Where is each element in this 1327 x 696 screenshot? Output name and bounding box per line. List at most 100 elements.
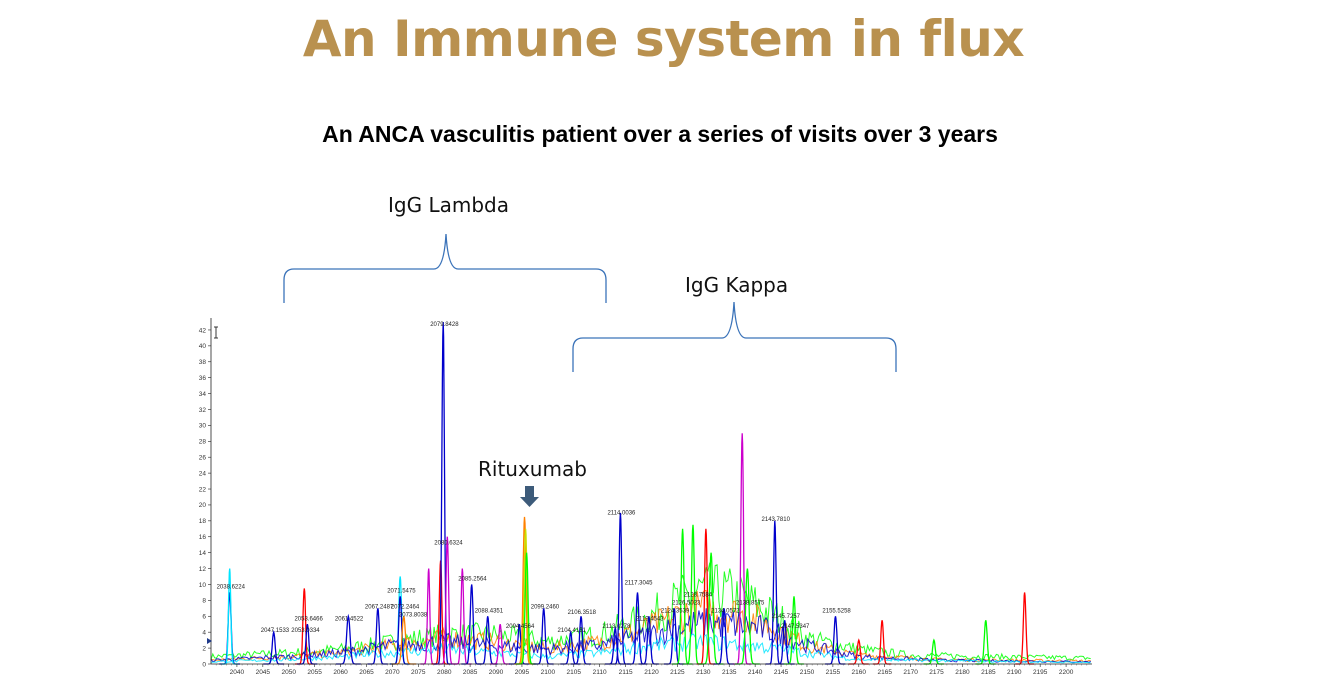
peak-label-2067-2487: 2067.2487 — [365, 604, 394, 610]
peak-37 — [765, 520, 785, 665]
y-tick-label-4: 4 — [202, 629, 206, 636]
x-tick-label-2065: 2065 — [359, 669, 374, 676]
peak-label-2114-0036: 2114.0036 — [607, 510, 636, 516]
x-tick-label-2195: 2195 — [1033, 669, 1048, 676]
y-tick-label-40: 40 — [199, 343, 207, 350]
y-tick-label-0: 0 — [202, 661, 206, 668]
peak-label-2073-8038: 2073.8038 — [399, 612, 428, 618]
x-tick-label-2190: 2190 — [1007, 669, 1022, 676]
y-tick-label-32: 32 — [199, 407, 207, 414]
y-tick-label-34: 34 — [199, 391, 207, 398]
peak-45 — [1015, 592, 1034, 665]
slide-subtitle: An ANCA vasculitis patient over a series… — [322, 121, 998, 147]
x-tick-label-2200: 2200 — [1059, 669, 1074, 676]
y-axis-marker-icon — [207, 638, 212, 644]
x-tick-label-2135: 2135 — [722, 669, 737, 676]
peak-label-2099-2460: 2099.2460 — [531, 604, 560, 610]
peak-2 — [263, 629, 285, 665]
peak-label-2119-4543: 2119.4543 — [636, 616, 665, 622]
y-tick-label-36: 36 — [199, 375, 207, 382]
y-tick-label-42: 42 — [199, 327, 207, 334]
peak-label-2080-6324: 2080.6324 — [434, 541, 463, 547]
peak-label-2145-7257: 2145.7257 — [772, 614, 801, 620]
igg-lambda-bracket — [283, 233, 607, 303]
peak-label-2061-4522: 2061.4522 — [335, 616, 364, 622]
x-tick-label-2040: 2040 — [230, 669, 245, 676]
x-tick-label-2150: 2150 — [800, 669, 815, 676]
y-tick-label-20: 20 — [199, 502, 207, 509]
y-tick-label-2: 2 — [202, 645, 206, 652]
igg-kappa-bracket — [572, 301, 897, 372]
peak-label-2085-2564: 2085.2564 — [458, 576, 487, 582]
x-tick-label-2175: 2175 — [929, 669, 944, 676]
y-tick-label-10: 10 — [199, 582, 207, 589]
y-tick-label-14: 14 — [199, 550, 207, 557]
x-tick-label-2140: 2140 — [748, 669, 763, 676]
peak-label-2072-2464: 2072.2464 — [391, 604, 420, 610]
y-tick-label-38: 38 — [199, 359, 207, 366]
x-tick-label-2125: 2125 — [670, 669, 685, 676]
igg-kappa-label: IgG Kappa — [685, 273, 789, 297]
x-tick-label-2180: 2180 — [955, 669, 970, 676]
x-tick-label-2170: 2170 — [903, 669, 918, 676]
peak-label-2038-6224: 2038.6224 — [217, 584, 246, 590]
x-tick-label-2185: 2185 — [981, 669, 996, 676]
x-tick-label-2120: 2120 — [644, 669, 659, 676]
peak-0 — [219, 592, 240, 665]
x-tick-label-2145: 2145 — [774, 669, 789, 676]
x-tick-label-2070: 2070 — [385, 669, 400, 676]
peak-label-2053-0334: 2053.0334 — [291, 628, 320, 634]
x-tick-label-2100: 2100 — [541, 669, 556, 676]
x-tick-label-2130: 2130 — [696, 669, 711, 676]
x-tick-label-2050: 2050 — [282, 669, 297, 676]
x-tick-label-2055: 2055 — [307, 669, 322, 676]
slide-title: An Immune system in flux — [302, 10, 1025, 68]
peak-label-2104-4131: 2104.4131 — [558, 628, 587, 634]
x-tick-label-2105: 2105 — [567, 669, 582, 676]
text-cursor-icon — [214, 326, 218, 339]
peak-label-2138-8575: 2138.8575 — [736, 600, 765, 606]
x-tick-label-2085: 2085 — [463, 669, 478, 676]
peak-label-2106-3518: 2106.3518 — [568, 610, 597, 616]
x-tick-label-2090: 2090 — [489, 669, 504, 676]
peak-28 — [638, 616, 659, 665]
peak-label-2053-6466: 2053.6466 — [294, 616, 323, 622]
y-tick-label-12: 12 — [199, 566, 207, 573]
peak-1 — [221, 568, 238, 665]
x-tick-label-2060: 2060 — [333, 669, 348, 676]
peak-label-2047-1533: 2047.1533 — [261, 628, 290, 634]
peak-label-2143-7810: 2143.7810 — [762, 517, 791, 523]
y-tick-label-24: 24 — [199, 470, 207, 477]
y-tick-label-8: 8 — [202, 598, 206, 605]
peak-label-2094-4564: 2094.4564 — [506, 624, 535, 630]
peak-label-2155-5258: 2155.5258 — [822, 608, 851, 614]
x-tick-label-2095: 2095 — [515, 669, 530, 676]
rituximab-arrow-icon — [520, 486, 539, 507]
rituximab-label: Rituxumab — [478, 457, 587, 481]
y-tick-label-26: 26 — [199, 455, 207, 462]
x-tick-label-2160: 2160 — [852, 669, 867, 676]
x-tick-label-2115: 2115 — [619, 669, 633, 676]
peak-label-2147-5347: 2147.5347 — [781, 624, 810, 630]
x-tick-label-2075: 2075 — [411, 669, 426, 676]
x-tick-label-2155: 2155 — [826, 669, 841, 676]
x-tick-label-2165: 2165 — [877, 669, 892, 676]
y-tick-label-22: 22 — [199, 486, 207, 493]
x-tick-label-2080: 2080 — [437, 669, 452, 676]
peak-label-2088-4351: 2088.4351 — [475, 608, 504, 614]
peak-label-2124-3539: 2124.3539 — [661, 608, 690, 614]
y-tick-label-16: 16 — [199, 534, 207, 541]
peak-label-2117-3045: 2117.3045 — [625, 580, 654, 586]
y-tick-label-18: 18 — [199, 518, 207, 525]
peak-label-2134-0572: 2134.0572 — [711, 608, 740, 614]
igg-lambda-label: IgG Lambda — [388, 193, 509, 217]
peak-label-2113-0278: 2113.0278 — [602, 624, 631, 630]
y-tick-label-28: 28 — [199, 439, 207, 446]
y-tick-label-30: 30 — [199, 423, 207, 430]
x-tick-label-2110: 2110 — [593, 669, 607, 676]
y-tick-label-6: 6 — [202, 614, 206, 621]
peak-label-2071-5475: 2071.5475 — [387, 588, 416, 594]
peak-label-2079-8428: 2079.8428 — [430, 322, 459, 328]
x-tick-label-2045: 2045 — [256, 669, 271, 676]
